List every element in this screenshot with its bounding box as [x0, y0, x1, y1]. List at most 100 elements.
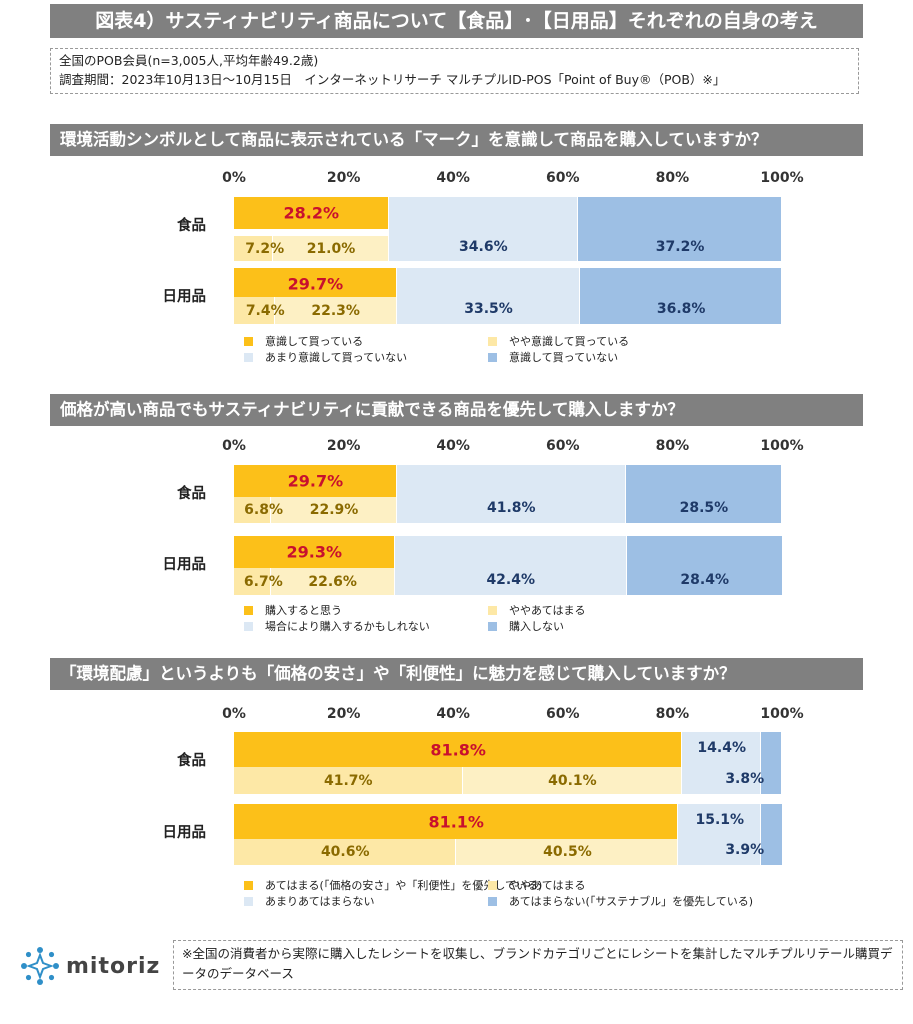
chart-title: 環境活動シンボルとして商品に表示されている「マーク」を意識して商品を購入していま…: [50, 124, 863, 156]
legend-swatch: [244, 880, 253, 890]
x-tick-label: 80%: [655, 438, 690, 454]
data-label: 6.8%: [244, 502, 283, 518]
bar-segment: [270, 568, 395, 595]
bar-segment: [580, 268, 782, 324]
data-label: 28.5%: [679, 500, 729, 516]
data-label: 22.3%: [311, 302, 360, 319]
category-label: 食品: [177, 753, 206, 769]
legend-swatch: [244, 336, 253, 346]
data-label-right: 14.4%: [697, 739, 747, 756]
data-label: 7.4%: [245, 302, 285, 319]
bar-segment: [388, 197, 579, 261]
legend-item: やや意識して買っている: [488, 333, 629, 349]
bar-segment: [578, 197, 782, 261]
chart-title: 価格が高い商品でもサスティナビリティに貢献できる商品を優先して購入しますか？: [50, 394, 863, 426]
legend-item: ややあてはまる: [488, 602, 586, 618]
data-label: 21.0%: [306, 240, 356, 257]
bar-segment: [761, 732, 782, 794]
mitoriz-logo: mitoriz: [20, 946, 160, 986]
legend-swatch: [488, 336, 497, 346]
x-tick-label: 20%: [326, 170, 361, 186]
bar-segment: [462, 767, 683, 794]
survey-period: 調査期間：2023年10月13日～10月15日 インターネットリサーチ マルチプ…: [59, 72, 726, 87]
legend-label: あてはまらない(「サステナブル」を優先している): [509, 895, 754, 908]
legend-swatch: [488, 352, 497, 362]
legend-item: あまりあてはまらない: [244, 893, 375, 909]
legend-label: 購入しない: [509, 620, 564, 633]
data-label: 40.6%: [320, 844, 370, 860]
bar-segment: [234, 297, 275, 324]
bar-segment: [234, 497, 272, 523]
category-label: 日用品: [162, 557, 207, 573]
page-title: 図表4）サスティナビリティ商品について【食品】･【日用品】それぞれの自身の考え: [50, 4, 863, 38]
data-label: 36.8%: [656, 300, 706, 317]
data-label-combined: 29.3%: [286, 542, 343, 562]
legend-swatch: [244, 621, 253, 631]
bar-combined: [234, 536, 395, 568]
legend-swatch: [244, 896, 253, 906]
bar-segment: [456, 839, 679, 865]
bar-combined: [234, 732, 683, 767]
category-label: 日用品: [162, 825, 207, 841]
x-tick-label: 20%: [326, 438, 361, 454]
x-tick-label: 100%: [760, 438, 804, 454]
legend-item: あてはまらない(「サステナブル」を優先している): [488, 893, 753, 909]
logo-text: mitoriz: [66, 953, 161, 979]
data-label-combined: 29.7%: [287, 471, 344, 491]
bar-combined: [234, 197, 389, 229]
legend-label: やや意識して買っている: [509, 335, 630, 348]
legend-label: あまりあてはまらない: [265, 895, 375, 908]
x-tick-label: 20%: [326, 706, 361, 722]
bar-segment: [234, 767, 463, 794]
data-label: 28.4%: [680, 571, 730, 588]
bar-segment: [234, 839, 457, 865]
data-label: 7.2%: [245, 240, 285, 257]
category-label: 食品: [177, 486, 206, 502]
data-label: 3.8%: [725, 770, 765, 787]
data-label-right: 15.1%: [695, 811, 745, 828]
legend-item: あまり意識して買っていない: [244, 349, 407, 365]
legend-label: ややあてはまる: [509, 879, 586, 892]
survey-info: 全国のPOB会員(n=3,005人,平均年齢49.2歳) 調査期間：2023年1…: [50, 48, 859, 94]
legend-label: 意識して買っていない: [509, 351, 619, 364]
data-label: 40.1%: [548, 772, 597, 789]
x-tick-label: 80%: [655, 170, 690, 186]
chart-title: 「環境配慮」というよりも「価格の安さ」や「利便性」に魅力を感じて購入していますか…: [50, 658, 863, 690]
legend-swatch: [488, 621, 497, 631]
legend-item: 購入しない: [488, 618, 564, 634]
x-tick-label: 0%: [222, 706, 246, 722]
data-label: 22.9%: [309, 502, 359, 518]
data-label: 3.9%: [725, 842, 765, 858]
legend-item: 場合により購入するかもしれない: [244, 618, 430, 634]
data-label: 40.5%: [543, 844, 592, 860]
x-tick-label: 40%: [436, 438, 470, 454]
legend-swatch: [488, 605, 497, 615]
data-label: 34.6%: [459, 238, 508, 255]
legend-swatch: [244, 352, 253, 362]
legend-label: ややあてはまる: [509, 604, 586, 617]
data-label-combined: 29.7%: [287, 274, 344, 293]
bar-segment: [396, 268, 581, 324]
bar-segment: [626, 536, 783, 595]
survey-sample: 全国のPOB会員(n=3,005人,平均年齢49.2歳): [59, 53, 319, 68]
data-label: 42.4%: [486, 571, 536, 588]
bar-segment: [678, 804, 762, 865]
x-tick-label: 40%: [436, 706, 470, 722]
bar-segment: [682, 732, 762, 794]
bar-segment: [625, 465, 782, 523]
x-tick-label: 100%: [760, 706, 804, 722]
data-label: 37.2%: [655, 238, 705, 255]
category-label: 日用品: [162, 289, 207, 305]
x-tick-label: 40%: [436, 170, 470, 186]
data-label: 41.7%: [323, 772, 373, 789]
bar-segment: [396, 465, 626, 523]
legend-label: 場合により購入するかもしれない: [265, 620, 430, 633]
legend-item: あてはまる(「価格の安さ」や「利便性」を優先している): [244, 877, 542, 893]
x-tick-label: 0%: [222, 170, 246, 186]
bar-segment: [394, 536, 627, 595]
category-label: 食品: [177, 218, 206, 234]
bar-segment: [273, 236, 389, 261]
data-label-combined: 81.1%: [428, 812, 484, 831]
footer-note: ※全国の消費者から実際に購入したレシートを収集し、ブランドカテゴリごとにレシート…: [173, 940, 903, 990]
bar-segment: [271, 497, 397, 523]
